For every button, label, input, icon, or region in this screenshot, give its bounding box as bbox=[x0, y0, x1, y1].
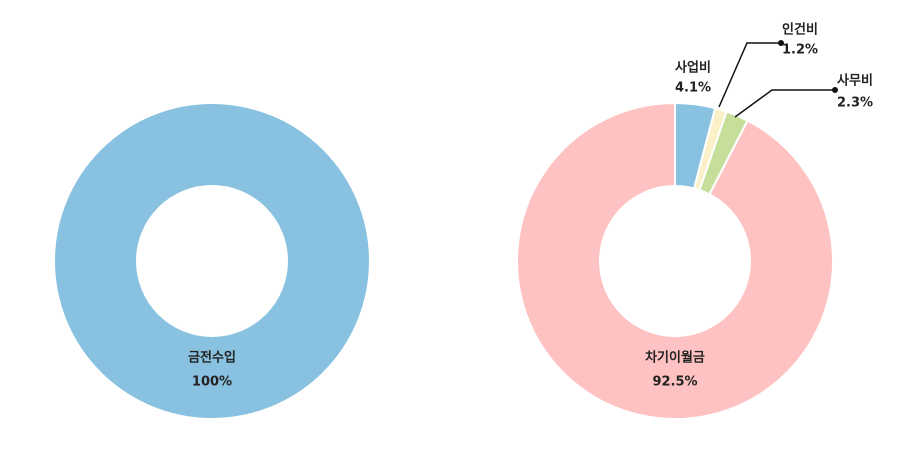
leader-line bbox=[734, 89, 835, 118]
leader-dot bbox=[778, 40, 784, 46]
slice-value-label: 4.1% bbox=[675, 81, 711, 96]
slice-label: 사무비 bbox=[837, 73, 873, 89]
slice-value-label: 2.3% bbox=[837, 96, 873, 111]
slice-label: 차기이월금 bbox=[645, 350, 705, 366]
leader-lines bbox=[718, 40, 838, 118]
slice-value-label: 1.2% bbox=[782, 43, 818, 58]
slice-value-label: 100% bbox=[192, 375, 232, 390]
slice-label: 금전수입 bbox=[188, 350, 236, 366]
leader-line bbox=[718, 42, 781, 108]
slice-value-label: 92.5% bbox=[652, 375, 697, 390]
slice-label: 사업비 bbox=[675, 60, 711, 76]
slice-label: 인건비 bbox=[782, 22, 818, 38]
pie-slice bbox=[53, 101, 371, 421]
leader-dot bbox=[832, 87, 838, 93]
pie-slice bbox=[516, 101, 834, 420]
